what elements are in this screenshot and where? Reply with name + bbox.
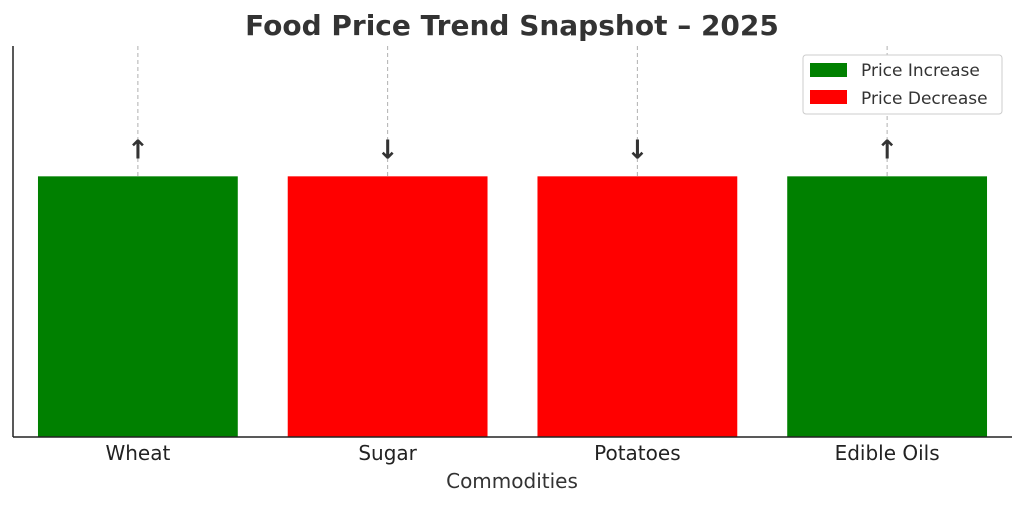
- up-arrow-icon: ↑: [876, 135, 898, 165]
- legend-swatch-increase: [810, 63, 847, 77]
- trend-arrows: ↑ ↓ ↓ ↑: [127, 135, 898, 165]
- legend-label-increase: Price Increase: [861, 61, 980, 81]
- down-arrow-icon: ↓: [377, 135, 399, 165]
- x-axis-label: Commodities: [446, 469, 578, 493]
- bar-wheat: [37, 176, 238, 438]
- x-tick-label: Potatoes: [594, 441, 680, 465]
- legend-box: [802, 54, 1003, 115]
- grid-lines: [137, 46, 888, 437]
- down-arrow-icon: ↓: [626, 135, 648, 165]
- x-tick-labels: Wheat Sugar Potatoes Edible Oils: [105, 441, 939, 465]
- chart-title: Food Price Trend Snapshot – 2025: [245, 9, 779, 42]
- x-tick-label: Edible Oils: [835, 441, 940, 465]
- legend-swatch-decrease: [810, 90, 847, 104]
- legend: Price Increase Price Decrease: [802, 54, 1003, 115]
- bar-sugar: [287, 176, 488, 438]
- x-tick-label: Sugar: [358, 441, 417, 465]
- legend-label-decrease: Price Decrease: [861, 89, 988, 109]
- bar-potatoes: [537, 176, 738, 438]
- bars: [37, 176, 988, 438]
- up-arrow-icon: ↑: [127, 135, 149, 165]
- x-tick-label: Wheat: [105, 441, 170, 465]
- bar-edible-oils: [787, 176, 988, 438]
